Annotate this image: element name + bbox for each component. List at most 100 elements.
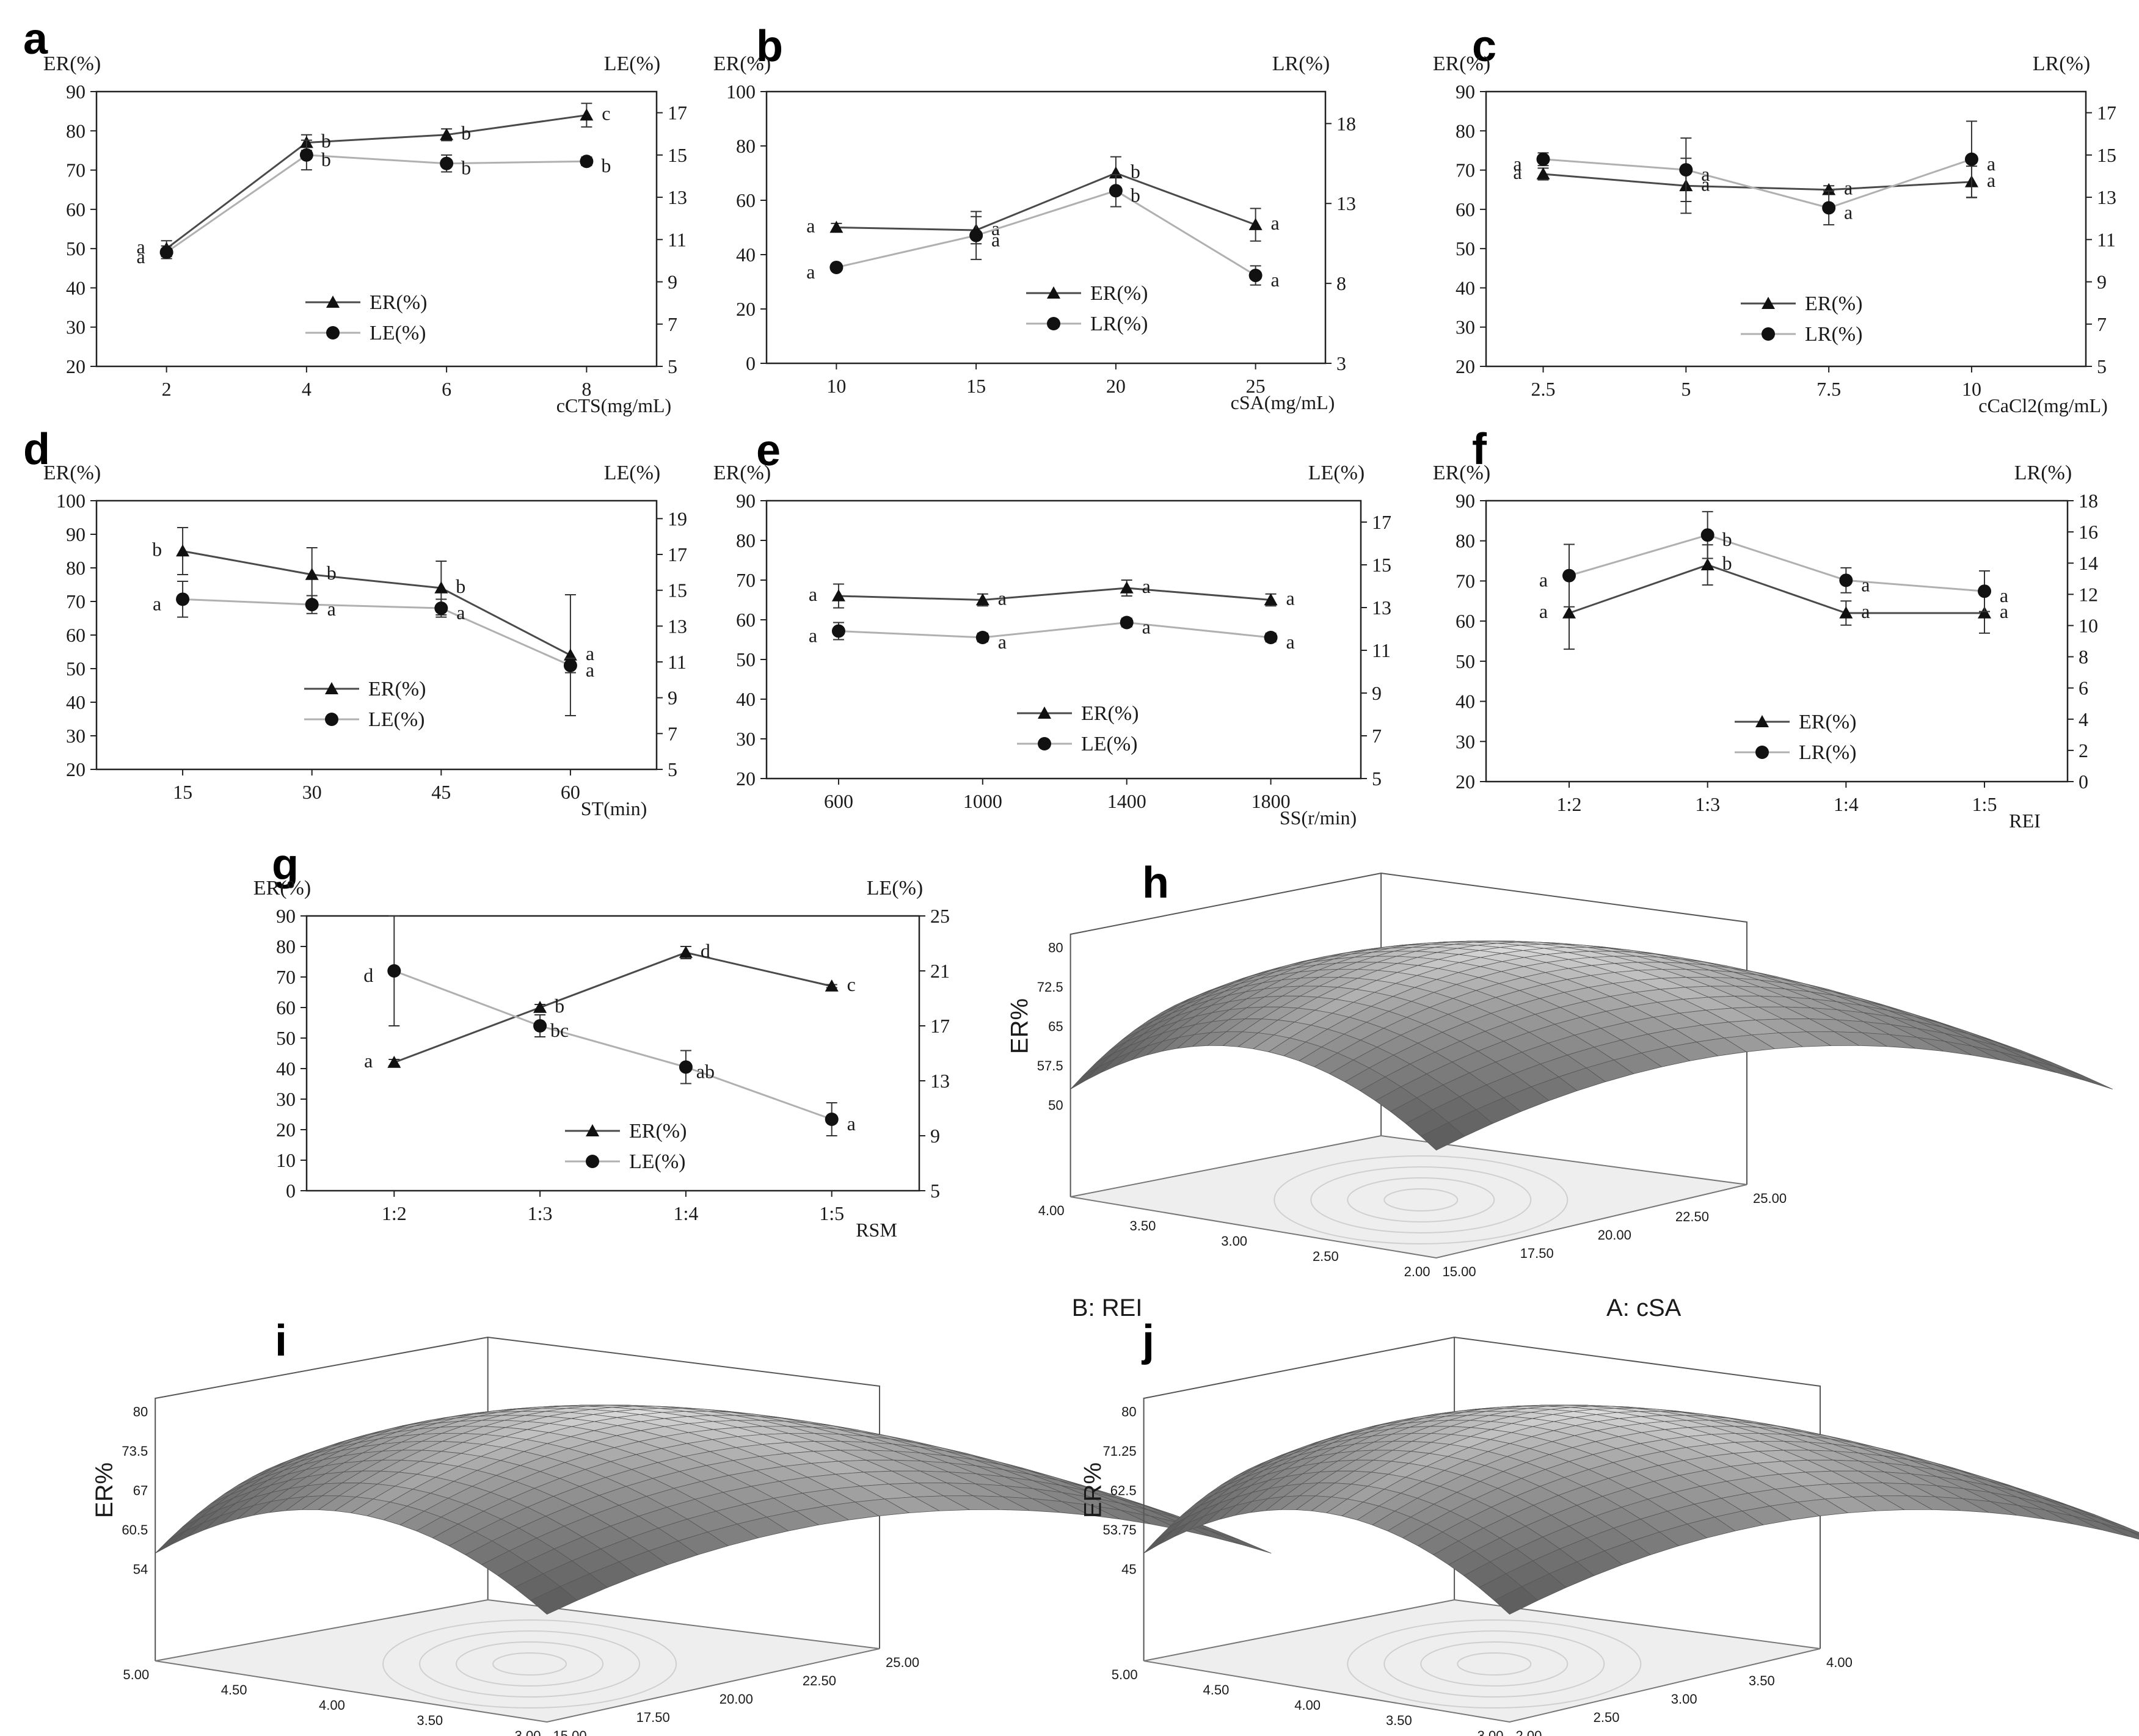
legend-label: LR(%) — [1805, 323, 1862, 346]
z-tick-label: 60.5 — [122, 1522, 148, 1538]
significance-label: ab — [696, 1061, 715, 1083]
y2-tick-label: 18 — [2079, 490, 2098, 512]
y2-tick-label: 9 — [668, 271, 677, 293]
legend-label: LE(%) — [629, 1150, 686, 1173]
y-tick-label: 40 — [276, 1058, 296, 1080]
series-line-le — [1569, 534, 1985, 592]
panel-e: eER(%) LE(%)SS(r/min)20304050607080905791… — [713, 426, 1391, 829]
x-tick-label: 10 — [826, 375, 846, 397]
y-axis-title: B: REI — [1072, 1295, 1143, 1321]
y2-tick-label: 3 — [1336, 352, 1346, 374]
series-line-le — [183, 598, 571, 667]
y-tick-label: 2.50 — [1313, 1249, 1339, 1264]
data-point-circle — [679, 1060, 693, 1074]
significance-label: b — [461, 157, 471, 179]
series-line-le — [393, 970, 833, 1120]
y2-tick-label: 17 — [1372, 511, 1391, 533]
panel-j: j 45 53.75 62.5 71.25 80 ER% 2.00 2.50 3.00 3.50 4.… — [1080, 1317, 2139, 1736]
significance-label: a — [2000, 600, 2008, 622]
data-point-triangle — [1264, 593, 1278, 606]
contour-line — [1383, 1188, 1459, 1211]
data-point-triangle — [434, 581, 448, 594]
right-axis-title: LE(%) — [604, 53, 661, 75]
x-tick-label: 60 — [561, 781, 580, 803]
y-tick-label: 50 — [66, 238, 86, 260]
y-tick-label: 60 — [1456, 610, 1475, 632]
data-point-circle — [1536, 152, 1550, 166]
panel-letter-d: d — [23, 425, 50, 474]
y-tick-label: 70 — [736, 569, 756, 591]
significance-label: a — [1271, 212, 1280, 234]
legend-label: ER(%) — [368, 678, 426, 700]
y-tick-label: 20 — [1456, 355, 1475, 377]
y-tick-label: 5.00 — [1112, 1667, 1138, 1682]
significance-label: b — [321, 148, 331, 170]
y-tick-label: 80 — [736, 135, 756, 157]
data-point-triangle — [305, 568, 319, 580]
y-tick-label: 90 — [66, 523, 86, 545]
significance-label: a — [1513, 153, 1521, 175]
y2-tick-label: 19 — [668, 507, 687, 529]
x-axis-title: REI — [2009, 810, 2041, 832]
significance-label: a — [364, 1050, 373, 1072]
x-tick-label: 2.00 — [1516, 1728, 1542, 1736]
data-point-circle — [1964, 152, 1978, 166]
y-tick-label: 20 — [276, 1119, 296, 1141]
y-tick-label: 3.00 — [515, 1728, 541, 1736]
significance-label: a — [2000, 584, 2008, 606]
data-point-circle — [829, 260, 844, 274]
legend-marker-triangle — [1762, 297, 1775, 309]
data-point-triangle — [387, 1056, 401, 1068]
y-tick-label: 80 — [1456, 530, 1475, 552]
significance-label: a — [1513, 161, 1521, 183]
y2-tick-label: 25 — [930, 905, 950, 927]
y2-tick-label: 15 — [668, 579, 687, 601]
z-tick-label: 71.25 — [1103, 1444, 1137, 1459]
data-point-circle — [1248, 269, 1263, 283]
panel-letter-g: g — [272, 840, 299, 889]
significance-label: b — [152, 539, 162, 561]
significance-label: a — [998, 587, 1007, 609]
z-tick-label: 54 — [133, 1562, 148, 1577]
x-tick-label: 22.50 — [803, 1673, 836, 1688]
panel-b: bER(%) LR(%)cSA(mg/mL)0204060801003813181… — [713, 22, 1356, 413]
y-tick-label: 40 — [736, 244, 756, 266]
y-tick-label: 30 — [276, 1088, 296, 1110]
y2-tick-label: 9 — [2097, 271, 2107, 293]
significance-label: a — [1861, 600, 1870, 622]
data-point-triangle — [1536, 167, 1550, 180]
data-point-circle — [1264, 631, 1278, 644]
legend-marker-triangle — [326, 296, 340, 308]
data-point-circle — [1822, 201, 1836, 215]
significance-label: c — [602, 103, 610, 125]
data-point-triangle — [1248, 218, 1263, 230]
x-tick-label: 4 — [302, 378, 312, 400]
legend-marker-circle — [1047, 317, 1060, 330]
y-tick-label: 40 — [1456, 691, 1475, 713]
y-tick-label: 20 — [1456, 771, 1475, 793]
significance-label: b — [456, 575, 465, 597]
legend-label: ER(%) — [1090, 282, 1148, 305]
y-tick-label: 70 — [276, 966, 296, 988]
floor-plane — [1143, 1599, 1821, 1723]
surface-cell — [2027, 1058, 2085, 1081]
legend-label: LE(%) — [370, 322, 426, 344]
y2-tick-label: 13 — [930, 1070, 950, 1092]
data-point-triangle — [533, 1001, 547, 1013]
z-tick-label: 65 — [1048, 1019, 1063, 1034]
x-tick-label: 6 — [442, 378, 451, 400]
y-tick-label: 2.00 — [1404, 1264, 1430, 1279]
significance-label: b — [1722, 528, 1732, 550]
y2-tick-label: 17 — [668, 102, 687, 124]
data-point-triangle — [563, 648, 577, 661]
x-tick-label: 1:4 — [673, 1202, 698, 1224]
z-tick-label: 80 — [133, 1404, 148, 1420]
legend-label: LE(%) — [368, 708, 425, 731]
y-tick-label: 90 — [1456, 490, 1475, 512]
significance-label: a — [1701, 173, 1710, 195]
significance-label: a — [586, 659, 594, 681]
data-point-triangle — [580, 108, 594, 121]
data-point-circle — [387, 964, 401, 978]
series-line-le — [838, 621, 1271, 639]
